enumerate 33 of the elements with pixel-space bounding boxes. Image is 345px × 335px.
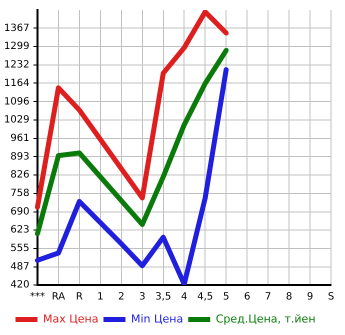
y-tick-label: 1367 xyxy=(4,22,30,34)
x-tick-label: 1 xyxy=(97,292,104,303)
y-tick-label: 1232 xyxy=(4,59,30,70)
x-tick-label: 3,5 xyxy=(155,292,172,303)
y-tick-label: 826 xyxy=(10,169,30,180)
y-tick-label: 1096 xyxy=(4,96,30,108)
y-tick-label: 690 xyxy=(10,206,30,218)
y-tick-label: 487 xyxy=(10,261,30,272)
y-tick-label: 623 xyxy=(10,224,30,236)
x-tick-label: 4,5 xyxy=(197,292,214,303)
legend-label: Min Цена xyxy=(130,312,184,326)
x-tick-label: 3 xyxy=(139,292,146,303)
x-tick-label: 5 xyxy=(222,292,230,303)
x-tick-label: 6 xyxy=(244,292,250,303)
y-tick-label: 893 xyxy=(10,151,30,162)
x-tick-label: 2 xyxy=(118,292,125,303)
y-tick-label: 1164 xyxy=(4,78,30,89)
x-tick-label: RA xyxy=(52,292,66,303)
x-tick-label: S xyxy=(328,292,334,303)
y-tick-label: 555 xyxy=(10,242,30,254)
x-tick-label: 7 xyxy=(264,292,272,303)
x-tick-label: 8 xyxy=(286,292,292,303)
x-tick-label: *** xyxy=(30,292,45,303)
y-tick-label: 758 xyxy=(10,188,30,199)
y-tick-label: 961 xyxy=(10,132,30,144)
legend-label: Сред.Цена, т.йен xyxy=(216,312,316,326)
x-tick-label: R xyxy=(76,292,83,303)
y-tick-label: 1029 xyxy=(4,114,30,126)
legend-label: Max Цена xyxy=(42,312,98,326)
x-tick-label: 4 xyxy=(181,292,188,303)
x-tick-label: 9 xyxy=(306,292,314,303)
y-tick-label: 420 xyxy=(10,280,30,291)
y-tick-label: 1299 xyxy=(4,41,30,52)
